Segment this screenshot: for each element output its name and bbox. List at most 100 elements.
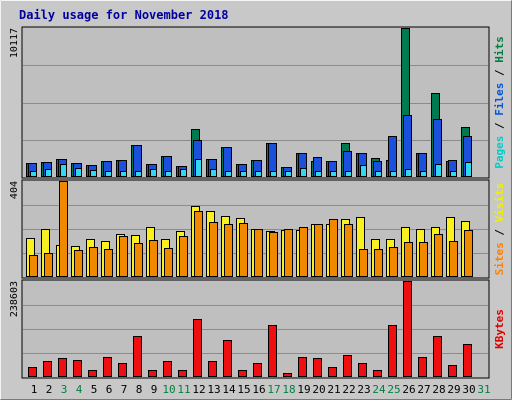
legend-hits: Pages / Files / Hits xyxy=(493,36,506,169)
bar-hits-pages-day-3 xyxy=(60,164,67,177)
x-tick-day-5: 5 xyxy=(91,383,98,396)
bar-visits-sites-day-12 xyxy=(194,211,203,277)
bar-visits-sites-day-19 xyxy=(299,227,308,277)
x-tick-day-25: 25 xyxy=(387,383,400,396)
bar-hits-pages-day-25 xyxy=(390,171,397,177)
bar-hits-files-day-25 xyxy=(388,136,397,177)
bar-hits-pages-day-27 xyxy=(420,171,427,177)
bar-visits-sites-day-6 xyxy=(104,249,113,277)
bar-visits-sites-day-16 xyxy=(254,229,263,277)
bar-hits-pages-day-22 xyxy=(345,171,352,177)
bar-hits-pages-day-26 xyxy=(405,169,412,177)
bar-visits-sites-day-25 xyxy=(389,247,398,277)
legend-visits-part: Visits xyxy=(493,183,506,223)
x-tick-day-1: 1 xyxy=(31,383,38,396)
bar-hits-pages-day-21 xyxy=(330,171,337,177)
legend-kbytes-part: KBytes xyxy=(493,309,506,349)
bar-visits-sites-day-14 xyxy=(224,224,233,277)
x-tick-day-10: 10 xyxy=(162,383,175,396)
bar-kbytes-kbytes-day-27 xyxy=(418,357,427,377)
chart-title: Daily usage for November 2018 xyxy=(19,8,229,22)
bar-visits-sites-day-17 xyxy=(269,232,278,277)
bar-hits-pages-day-10 xyxy=(165,171,172,177)
bar-visits-sites-day-4 xyxy=(74,250,83,277)
bar-visits-sites-day-30 xyxy=(464,230,473,277)
bar-hits-pages-day-7 xyxy=(120,171,127,177)
bar-kbytes-kbytes-day-3 xyxy=(58,358,67,377)
bar-kbytes-kbytes-day-15 xyxy=(238,370,247,377)
bar-kbytes-kbytes-day-10 xyxy=(163,361,172,377)
bar-kbytes-kbytes-day-1 xyxy=(28,367,37,377)
legend-hits-part: Files xyxy=(493,83,506,116)
panel-hits-max-label: 10117 xyxy=(9,28,20,58)
x-tick-day-28: 28 xyxy=(432,383,445,396)
bar-hits-pages-day-18 xyxy=(285,171,292,177)
bar-kbytes-kbytes-day-28 xyxy=(433,336,442,377)
x-tick-day-31: 31 xyxy=(477,383,490,396)
bar-hits-pages-day-11 xyxy=(180,169,187,177)
bar-visits-sites-day-9 xyxy=(149,240,158,277)
bar-hits-pages-day-28 xyxy=(435,164,442,177)
bar-kbytes-kbytes-day-24 xyxy=(373,370,382,377)
legend-layer: Pages / Files / Hits Sites / Visits KBytes xyxy=(493,36,506,349)
bar-kbytes-kbytes-day-25 xyxy=(388,325,397,377)
bar-kbytes-kbytes-day-21 xyxy=(328,367,337,377)
legend-hits-part: Hits xyxy=(493,36,506,63)
bar-visits-sites-day-5 xyxy=(89,247,98,277)
x-tick-day-2: 2 xyxy=(46,383,53,396)
bar-kbytes-kbytes-day-22 xyxy=(343,355,352,377)
bar-visits-sites-day-3 xyxy=(59,181,68,277)
legend-visits-part: Sites xyxy=(493,242,506,275)
bar-hits-pages-day-20 xyxy=(315,171,322,177)
bar-visits-sites-day-15 xyxy=(239,223,248,277)
panel-kbytes-max-label: 238603 xyxy=(9,281,20,317)
x-tick-day-18: 18 xyxy=(282,383,295,396)
bar-kbytes-kbytes-day-2 xyxy=(43,361,52,377)
bar-visits-sites-day-20 xyxy=(314,224,323,277)
bar-visits-sites-day-1 xyxy=(29,255,38,277)
bar-kbytes-kbytes-day-17 xyxy=(268,325,277,377)
x-tick-day-19: 19 xyxy=(297,383,310,396)
bar-hits-pages-day-14 xyxy=(225,171,232,177)
x-tick-day-6: 6 xyxy=(106,383,113,396)
x-tick-day-29: 29 xyxy=(447,383,460,396)
x-axis-day-labels: 1 2 3 4 5 6 7 8 9 10 11 12 13 14 15 16 17 18 19 20 21 22 23 24 2… xyxy=(31,383,491,396)
x-tick-day-23: 23 xyxy=(357,383,370,396)
bar-visits-sites-day-26 xyxy=(404,242,413,277)
bar-kbytes-kbytes-day-18 xyxy=(283,373,292,377)
bar-kbytes-kbytes-day-30 xyxy=(463,344,472,377)
x-tick-day-26: 26 xyxy=(402,383,415,396)
bar-kbytes-kbytes-day-4 xyxy=(73,360,82,377)
x-tick-day-7: 7 xyxy=(121,383,128,396)
bar-visits-sites-day-11 xyxy=(179,236,188,277)
bar-hits-pages-day-2 xyxy=(45,169,52,177)
x-tick-day-14: 14 xyxy=(222,383,236,396)
bar-hits-pages-day-17 xyxy=(270,171,277,177)
bar-visits-sites-day-8 xyxy=(134,243,143,277)
bar-kbytes-kbytes-day-14 xyxy=(223,340,232,377)
bar-kbytes-kbytes-day-13 xyxy=(208,361,217,377)
x-tick-day-8: 8 xyxy=(136,383,143,396)
bar-kbytes-kbytes-day-12 xyxy=(193,319,202,377)
x-tick-day-9: 9 xyxy=(151,383,158,396)
bar-kbytes-kbytes-day-23 xyxy=(358,363,367,377)
bar-kbytes-kbytes-day-7 xyxy=(118,363,127,377)
panel-visits-max-label: 404 xyxy=(9,181,20,199)
bar-kbytes-kbytes-day-19 xyxy=(298,357,307,377)
bars-layer xyxy=(26,28,473,377)
bar-visits-sites-day-28 xyxy=(434,234,443,277)
bar-hits-pages-day-13 xyxy=(210,169,217,177)
bar-hits-pages-day-8 xyxy=(135,171,142,177)
x-tick-day-11: 11 xyxy=(177,383,190,396)
x-tick-day-21: 21 xyxy=(327,383,340,396)
bar-visits-sites-day-13 xyxy=(209,222,218,277)
x-tick-day-12: 12 xyxy=(192,383,205,396)
bar-hits-pages-day-9 xyxy=(150,169,157,177)
bar-hits-pages-day-24 xyxy=(375,171,382,177)
bar-visits-sites-day-22 xyxy=(344,224,353,277)
legend-hits-part: Pages xyxy=(493,136,506,169)
bar-hits-pages-day-29 xyxy=(450,171,457,177)
legend-hits-part: / xyxy=(493,63,506,83)
